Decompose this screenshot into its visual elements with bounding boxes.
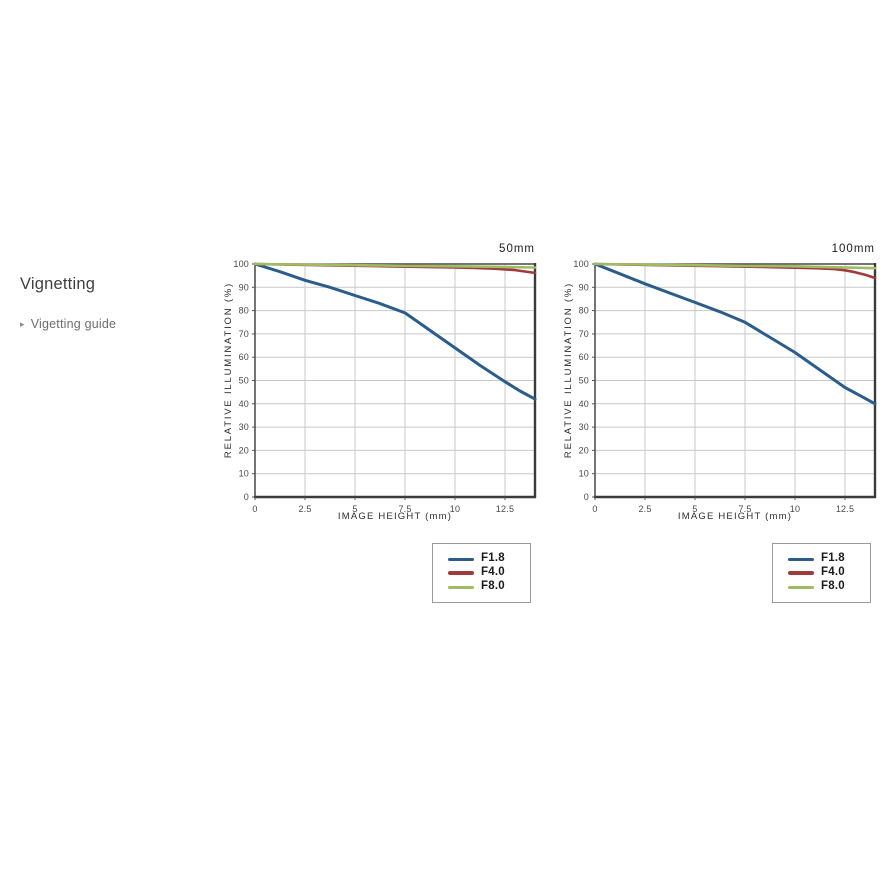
svg-text:100: 100 xyxy=(233,259,249,269)
vignetting-guide-link-label: Vigetting guide xyxy=(30,317,117,331)
svg-text:10: 10 xyxy=(450,504,460,514)
legend-label: F4.0 xyxy=(481,566,505,579)
svg-text:0: 0 xyxy=(244,492,249,502)
f8.0-line-swatch xyxy=(448,585,474,589)
svg-text:2.5: 2.5 xyxy=(638,504,651,514)
svg-text:50: 50 xyxy=(579,376,589,386)
svg-text:2.5: 2.5 xyxy=(298,504,311,514)
f4.0-line-swatch xyxy=(788,571,814,575)
svg-text:50: 50 xyxy=(239,376,249,386)
f4.0-line-swatch xyxy=(448,571,474,575)
svg-text:60: 60 xyxy=(239,352,249,362)
svg-text:40: 40 xyxy=(579,399,589,409)
legend-label: F1.8 xyxy=(821,552,845,565)
svg-text:80: 80 xyxy=(239,306,249,316)
svg-text:100: 100 xyxy=(573,259,589,269)
legend-item: F1.8 xyxy=(448,552,522,566)
legend-100mm: F1.8 F4.0 F8.0 xyxy=(772,543,871,603)
f1.8-line-swatch xyxy=(448,557,474,561)
legend-item: F1.8 xyxy=(788,552,862,566)
svg-text:20: 20 xyxy=(579,445,589,455)
legend-item: F4.0 xyxy=(448,566,522,580)
vignetting-guide-link[interactable]: ▸ Vigetting guide xyxy=(20,317,116,331)
legend-label: F1.8 xyxy=(481,552,505,565)
chart-plot-100mm: 0 10 20 30 40 50 60 70 80 90 100 0 2.5 5 7.5 10 12.5 xyxy=(573,259,877,514)
chart-title-50mm: 50mm xyxy=(499,243,535,255)
chevron-right-icon: ▸ xyxy=(20,318,25,329)
legend-item: F4.0 xyxy=(788,566,862,580)
svg-text:80: 80 xyxy=(579,306,589,316)
svg-text:7.5: 7.5 xyxy=(398,504,411,514)
svg-text:0: 0 xyxy=(584,492,589,502)
legend-label: F4.0 xyxy=(821,566,845,579)
vignetting-chart-50mm: 50mm RELATIVE ILLUMINATION (%) 0 10 20 30 40… xyxy=(215,240,555,540)
svg-text:90: 90 xyxy=(579,282,589,292)
svg-text:30: 30 xyxy=(579,422,589,432)
x-axis-label: IMAGE HEIGHT (mm) xyxy=(677,511,793,522)
svg-text:0: 0 xyxy=(252,504,257,514)
svg-text:70: 70 xyxy=(579,329,589,339)
svg-text:20: 20 xyxy=(239,445,249,455)
svg-text:60: 60 xyxy=(579,352,589,362)
svg-text:10: 10 xyxy=(239,469,249,479)
svg-text:90: 90 xyxy=(239,282,249,292)
svg-text:10: 10 xyxy=(790,504,800,514)
vignetting-chart-100mm: 100mm RELATIVE ILLUMINATION (%) 0 10 20 30 4… xyxy=(555,240,895,540)
f1.8-line-swatch xyxy=(788,557,814,561)
svg-text:5: 5 xyxy=(352,504,357,514)
svg-text:10: 10 xyxy=(579,469,589,479)
svg-text:0: 0 xyxy=(592,504,597,514)
legend-50mm: F1.8 F4.0 F8.0 xyxy=(432,543,531,603)
f8.0-line-swatch xyxy=(788,585,814,589)
x-axis-label: IMAGE HEIGHT (mm) xyxy=(337,511,453,522)
svg-text:7.5: 7.5 xyxy=(738,504,751,514)
svg-text:12.5: 12.5 xyxy=(496,504,514,514)
page-title: Vignetting xyxy=(20,274,96,293)
svg-text:5: 5 xyxy=(692,504,697,514)
legend-label: F8.0 xyxy=(481,580,505,593)
svg-text:40: 40 xyxy=(239,399,249,409)
chart-plot-50mm: 0 10 20 30 40 50 60 70 80 90 100 0 2.5 5 7.5 10 12.5 xyxy=(233,259,537,514)
svg-text:12.5: 12.5 xyxy=(836,504,854,514)
svg-text:30: 30 xyxy=(239,422,249,432)
chart-title-100mm: 100mm xyxy=(831,243,875,255)
legend-item: F8.0 xyxy=(448,580,522,594)
legend-label: F8.0 xyxy=(821,580,845,593)
legend-item: F8.0 xyxy=(788,580,862,594)
svg-text:70: 70 xyxy=(239,329,249,339)
